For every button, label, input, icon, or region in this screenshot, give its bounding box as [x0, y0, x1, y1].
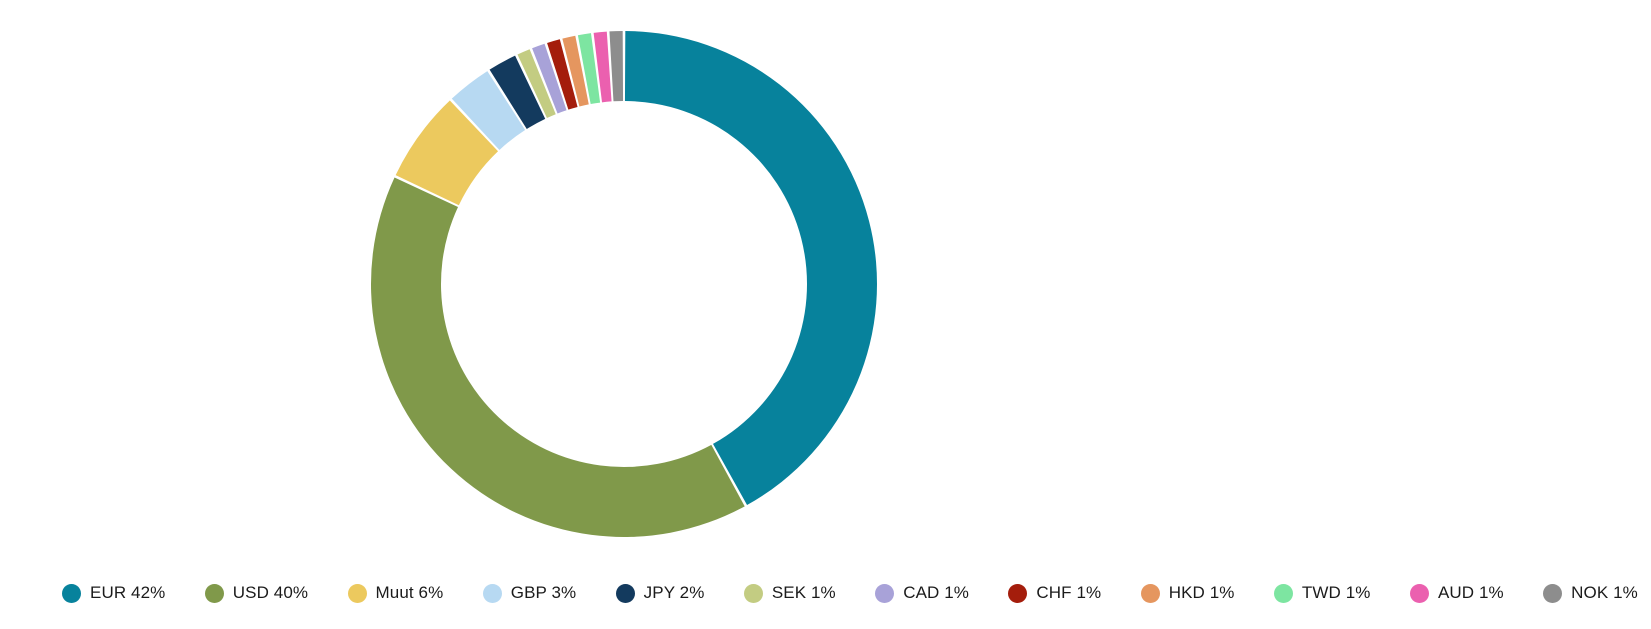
legend-label-hkd: HKD 1%	[1168, 583, 1235, 602]
legend-item-muut[interactable]: Muut 6%	[347, 582, 444, 604]
legend-item-eur[interactable]: EUR 42%	[62, 582, 165, 604]
legend-label-eur: EUR 42%	[90, 583, 166, 602]
legend-label-aud: AUD 1%	[1437, 583, 1504, 602]
chart-legend: EUR 42% USD 40% Muut 6% GBP 3% JPY 2% SEK 1% C…	[0, 582, 1651, 604]
legend-item-sek[interactable]: SEK 1%	[743, 582, 836, 604]
legend-marker-gbp-icon	[482, 583, 502, 603]
donut-slice-usd[interactable]	[371, 177, 745, 537]
legend-marker-cad-icon	[875, 583, 895, 603]
legend-label-muut: Muut 6%	[375, 583, 444, 602]
donut-slice-cad[interactable]	[532, 43, 567, 114]
donut-slice-hkd[interactable]	[562, 35, 589, 107]
legend-marker-eur-icon	[62, 583, 81, 603]
legend-item-usd[interactable]: USD 40%	[204, 582, 309, 604]
legend-item-twd[interactable]: TWD 1%	[1273, 582, 1371, 604]
legend-item-hkd[interactable]: HKD 1%	[1140, 582, 1235, 604]
legend-item-jpy[interactable]: JPY 2%	[615, 582, 705, 604]
legend-label-gbp: GBP 3%	[510, 583, 577, 602]
donut-slice-aud[interactable]	[593, 31, 612, 103]
legend-label-usd: USD 40%	[232, 583, 309, 602]
legend-marker-usd-icon	[204, 583, 224, 603]
donut-slice-muut[interactable]	[395, 100, 499, 206]
legend-marker-twd-icon	[1273, 583, 1293, 603]
donut-slice-twd[interactable]	[577, 33, 601, 105]
donut-slice-gbp[interactable]	[451, 71, 526, 150]
legend-marker-sek-icon	[743, 583, 763, 603]
legend-marker-aud-icon	[1409, 583, 1429, 603]
legend-label-twd: TWD 1%	[1301, 583, 1371, 602]
legend-marker-jpy-icon	[615, 583, 635, 603]
legend-marker-hkd-icon	[1140, 583, 1160, 603]
donut-slice-eur[interactable]	[624, 31, 877, 506]
donut-slice-nok[interactable]	[609, 31, 624, 102]
legend-item-gbp[interactable]: GBP 3%	[482, 582, 577, 604]
legend-item-aud[interactable]: AUD 1%	[1409, 582, 1504, 604]
legend-item-nok[interactable]: NOK 1%	[1543, 582, 1638, 604]
legend-label-cad: CAD 1%	[903, 583, 969, 602]
legend-marker-chf-icon	[1008, 583, 1028, 603]
donut-slice-sek[interactable]	[517, 49, 556, 119]
donut-chart	[371, 31, 877, 537]
legend-label-nok: NOK 1%	[1571, 583, 1638, 602]
donut-slice-chf[interactable]	[547, 39, 578, 110]
legend-item-chf[interactable]: CHF 1%	[1008, 582, 1101, 604]
donut-slice-jpy[interactable]	[489, 55, 546, 129]
legend-marker-muut-icon	[347, 583, 367, 603]
legend-label-jpy: JPY 2%	[643, 583, 705, 602]
legend-item-cad[interactable]: CAD 1%	[875, 582, 969, 604]
legend-marker-nok-icon	[1543, 583, 1563, 603]
legend-label-sek: SEK 1%	[771, 583, 836, 602]
legend-label-chf: CHF 1%	[1036, 583, 1102, 602]
